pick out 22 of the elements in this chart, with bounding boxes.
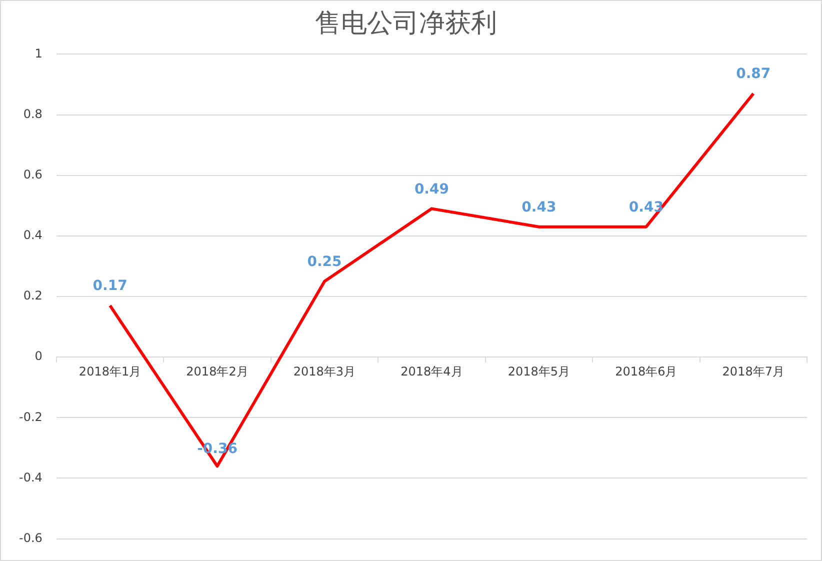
x-tick-label: 2018年1月 [78,364,142,378]
x-tick-label: 2018年5月 [508,364,570,378]
x-tick-label: 2018年6月 [615,364,678,378]
y-tick-label: -0.6 [18,530,42,545]
data-label: 0.49 [414,181,449,198]
y-tick-label: -0.4 [18,470,42,484]
data-label: 0.43 [522,199,556,216]
x-tick-label: 2018年2月 [186,364,248,378]
y-tick-label: 0.6 [23,167,42,182]
data-label: 0.25 [307,254,342,270]
data-label: 0.17 [92,278,128,294]
y-tick-label: 0.4 [23,228,42,242]
y-tick-label: 0 [34,349,42,364]
chart-title: 售电公司净获利 [315,8,497,38]
y-tick-label: -0.2 [18,410,42,424]
x-tick-label: 2018年7月 [722,364,784,378]
data-label: 0.87 [736,66,771,82]
y-tick-label: 0.8 [23,106,42,121]
x-tick-label: 2018年4月 [400,364,463,378]
x-tick-label: 2018年3月 [293,364,356,378]
y-tick-label: 1 [34,46,42,60]
y-tick-label: 0.2 [23,288,42,303]
